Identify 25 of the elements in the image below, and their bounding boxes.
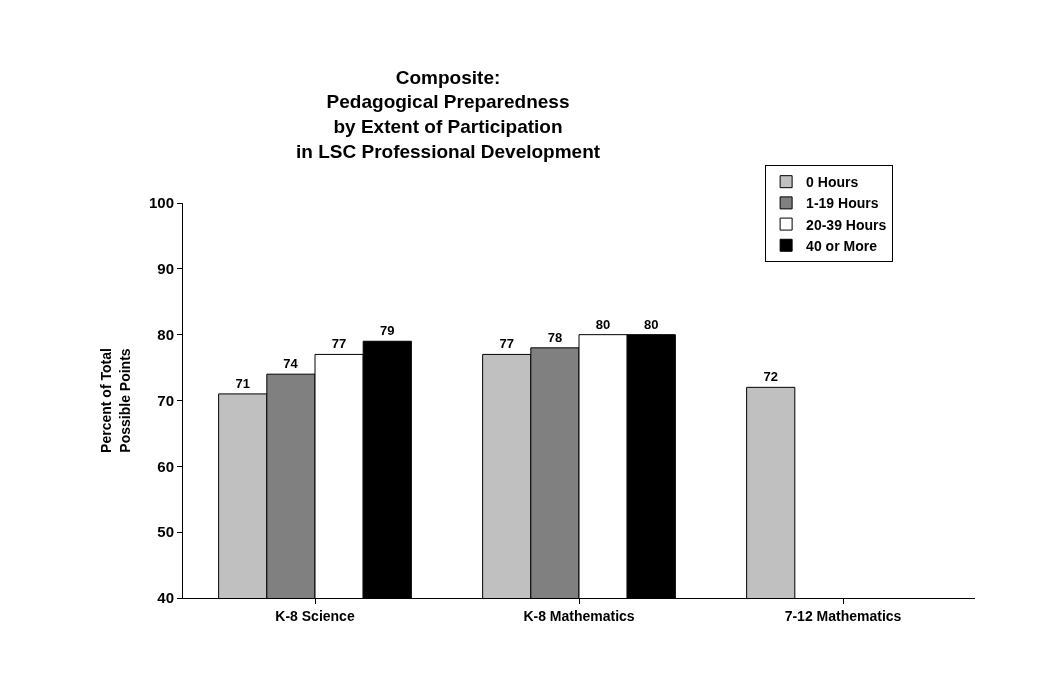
data-label: 80 xyxy=(595,316,611,332)
data-label: 78 xyxy=(547,329,563,345)
x-tick-label: K-8 Science xyxy=(275,607,355,624)
legend-label: 0 Hours xyxy=(806,174,859,191)
chart-title: Composite: Pedagogical Preparedness by Extent of Participation in LSC Professional Development xyxy=(296,66,601,162)
y-tick-label: 100 xyxy=(148,194,174,212)
y-tick-label: 60 xyxy=(157,457,174,475)
y-tick-label: 40 xyxy=(157,589,174,607)
legend-label: 20-39 Hours xyxy=(806,216,887,233)
legend-label: 40 or More xyxy=(806,237,878,254)
data-label: 74 xyxy=(283,356,299,372)
data-label: 80 xyxy=(644,316,659,332)
y-tick-label: 80 xyxy=(157,325,174,343)
data-label: 79 xyxy=(380,323,395,339)
y-tick-label: 90 xyxy=(157,260,174,278)
data-label: 72 xyxy=(763,369,778,385)
data-label: 77 xyxy=(499,336,514,352)
x-tick-label: K-8 Mathematics xyxy=(523,607,635,624)
legend-label: 1-19 Hours xyxy=(806,195,879,212)
data-label: 71 xyxy=(235,375,250,391)
y-tick-label: 50 xyxy=(157,523,174,541)
y-axis-title: Percent of Total Possible Points xyxy=(98,348,133,453)
y-tick-label: 70 xyxy=(157,391,174,409)
x-tick-label: 7-12 Mathematics xyxy=(784,607,902,624)
data-label: 77 xyxy=(331,336,347,352)
